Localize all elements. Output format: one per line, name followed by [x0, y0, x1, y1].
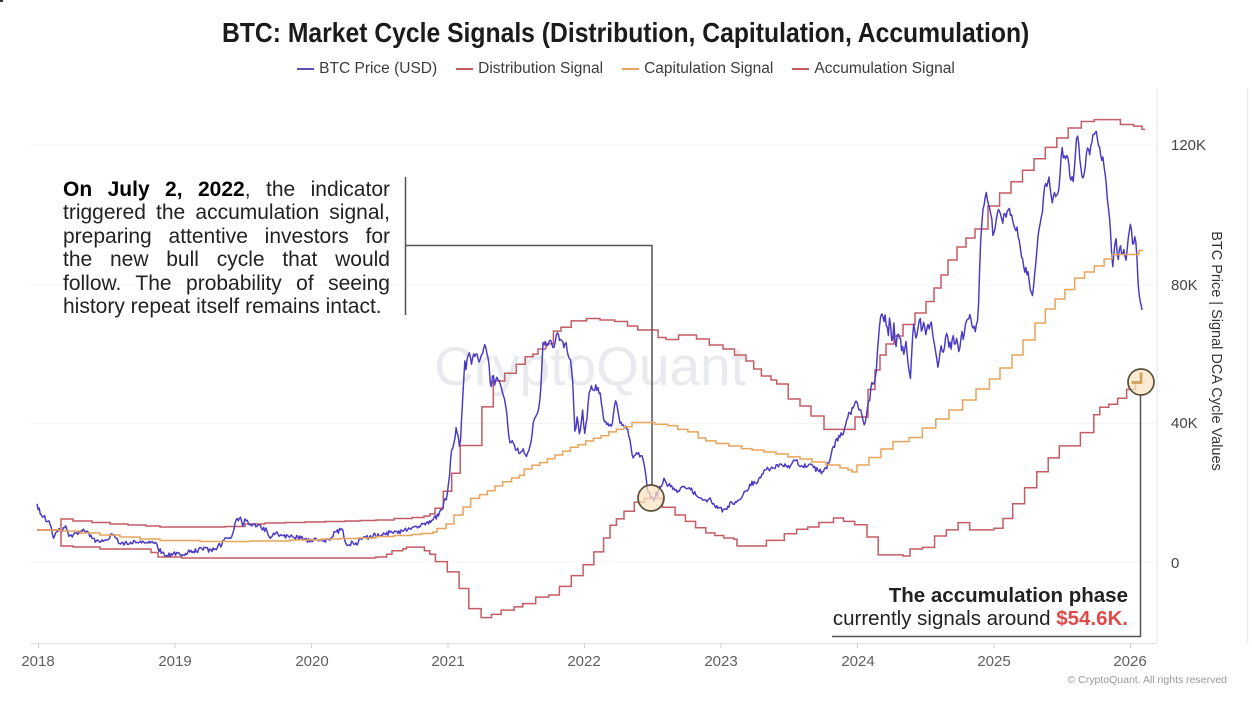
svg-text:CryptoQuant: CryptoQuant — [434, 335, 746, 397]
